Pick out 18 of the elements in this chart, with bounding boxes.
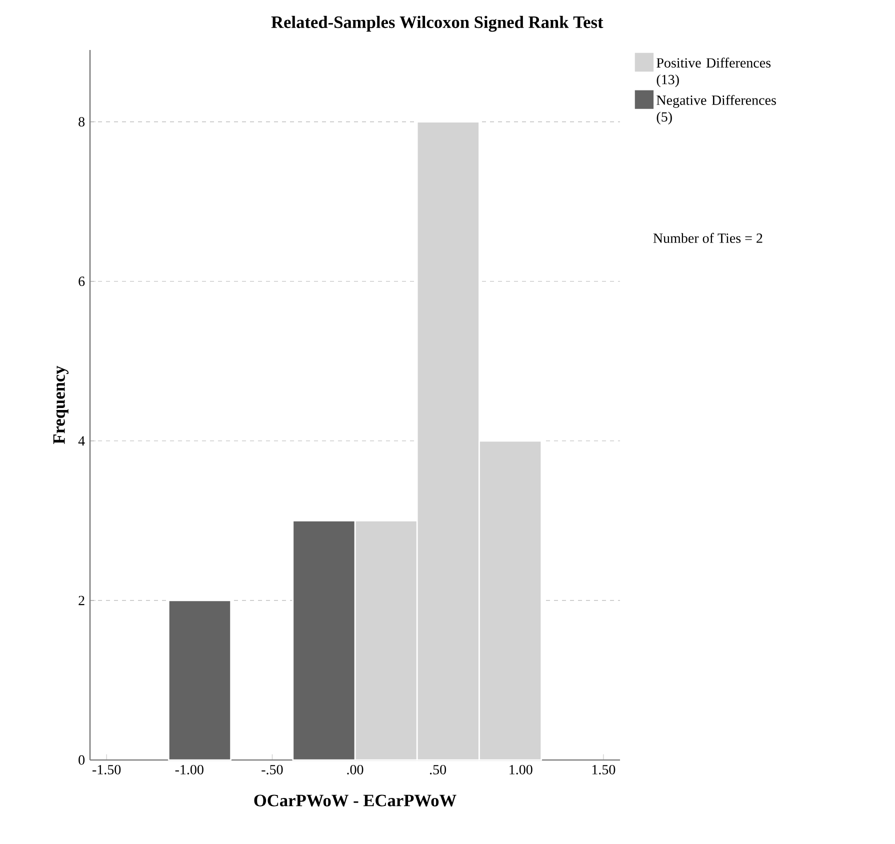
x-tick-label: -1.50: [92, 764, 121, 774]
y-tick-label: 8: [78, 117, 85, 127]
legend-label: Negative Differences (5): [656, 94, 776, 124]
x-tick-label: -.50: [262, 764, 283, 774]
text: Number of Ties = 2: [653, 232, 762, 243]
y-axis-title: Frequency: [53, 366, 68, 444]
x-tick-label: 1.00: [510, 764, 532, 774]
x-tick-label: .00: [347, 764, 364, 774]
legend-label: Positive Differences (13): [656, 58, 771, 88]
y-tick-label: 0: [78, 755, 85, 765]
x-tick-label: .50: [430, 764, 446, 774]
y-tick-label: 6: [78, 276, 85, 286]
y-tick-label: 2: [78, 596, 84, 606]
y-tick-label: 4: [78, 436, 85, 446]
x-tick-label: -1.00: [175, 764, 204, 774]
x-axis-title: OCarPWoW - ECarPWoW: [254, 794, 456, 806]
chart-title: Related-Samples Wilcoxon Signed Rank Test: [271, 16, 604, 32]
x-tick-label: 1.50: [592, 764, 616, 774]
